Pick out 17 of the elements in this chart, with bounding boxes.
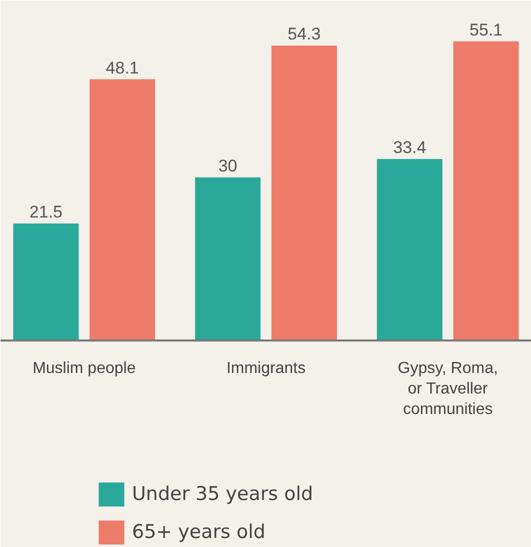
data-label: 55.1 [469,20,503,40]
bar [376,158,442,340]
x-tick-label: Immigrants [226,360,306,378]
data-label: 33.4 [393,138,426,157]
legend-label: 65+ years old [132,521,266,543]
data-label: 21.5 [29,202,63,222]
bar [453,41,519,340]
bar [13,224,79,340]
x-tick-label: Gypsy, Roma, or Traveller communities [398,360,498,418]
data-label: 30 [218,156,238,176]
bar [271,46,337,340]
legend-label: Under 35 years old [132,483,314,505]
data-label: 54.3 [288,24,321,44]
x-tick-label: Muslim people [32,360,136,378]
data-label: 48.1 [106,58,139,78]
bar [195,177,261,340]
bar [90,79,156,340]
